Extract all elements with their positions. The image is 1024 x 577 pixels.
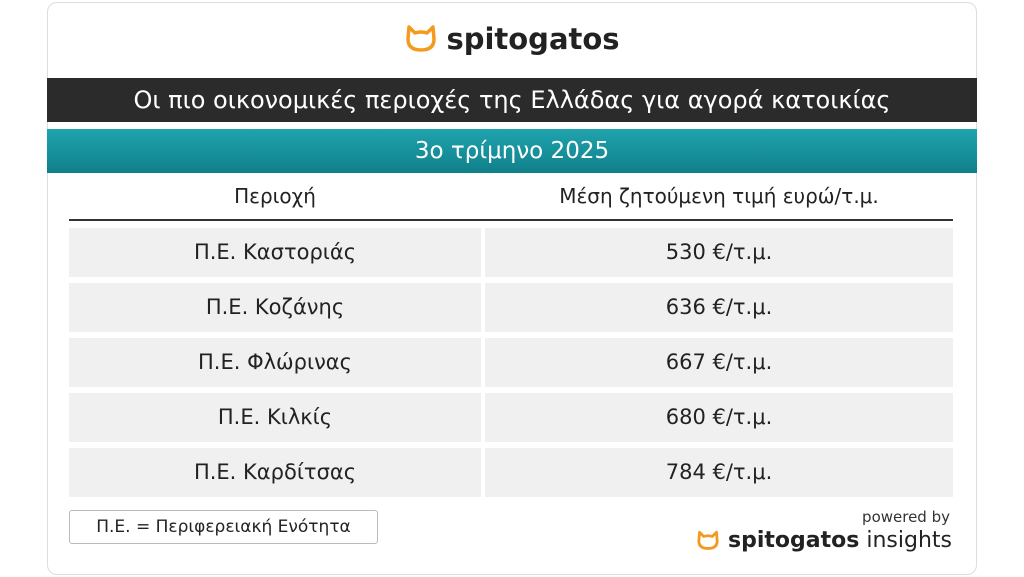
cat-icon (406, 25, 437, 52)
title: Οι πιο οικονομικές περιοχές της Ελλάδας … (47, 78, 977, 122)
footer-product: insights (866, 528, 952, 553)
region-cell: Π.Ε. Καστοριάς (69, 228, 481, 277)
subtitle: 3ο τρίμηνο 2025 (47, 129, 977, 173)
footer-logo: spitogatos insights (696, 528, 952, 553)
column-header: Περιοχή (234, 184, 316, 208)
footnote: Π.Ε. = Περιφερειακή Ενότητα (69, 510, 378, 544)
price-cell: 636 €/τ.μ. (485, 283, 953, 332)
column-header: Μέση ζητούμενη τιμή ευρώ/τ.μ. (559, 184, 879, 208)
logo: spitogatos (0, 22, 1024, 56)
region-cell: Π.Ε. Κοζάνης (69, 283, 481, 332)
region-cell: Π.Ε. Κιλκίς (69, 393, 481, 442)
footer-brand: spitogatos (728, 528, 860, 553)
price-cell: 680 €/τ.μ. (485, 393, 953, 442)
price-cell: 667 €/τ.μ. (485, 338, 953, 387)
cat-icon (697, 530, 719, 550)
brand: spitogatos (446, 22, 620, 56)
price-cell: 784 €/τ.μ. (485, 448, 953, 497)
powered-by: powered by (862, 508, 950, 526)
region-cell: Π.Ε. Καρδίτσας (69, 448, 481, 497)
price-cell: 530 €/τ.μ. (485, 228, 953, 277)
header-rule (69, 219, 953, 221)
region-cell: Π.Ε. Φλώρινας (69, 338, 481, 387)
